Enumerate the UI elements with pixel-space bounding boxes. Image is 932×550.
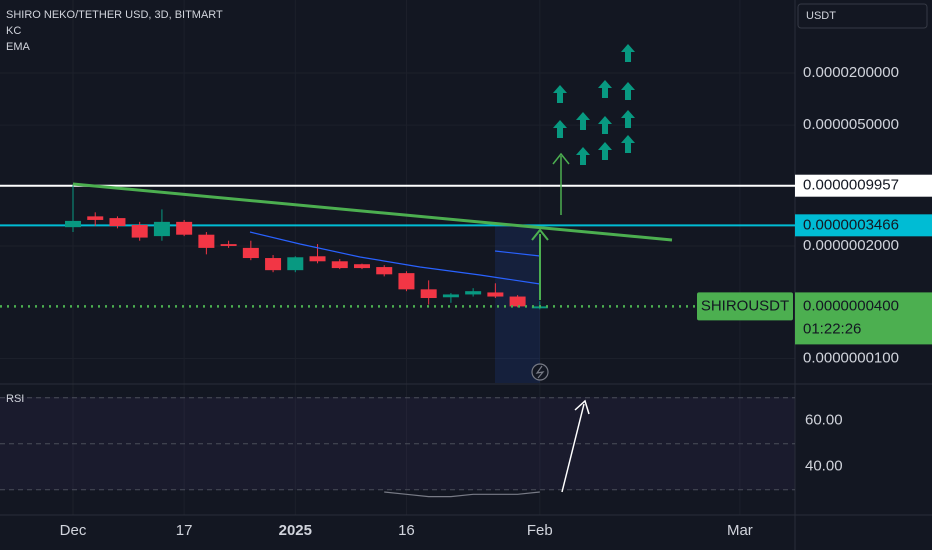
x-tick-label: Mar: [727, 522, 753, 539]
grid: [0, 0, 795, 515]
candle-body: [309, 256, 326, 262]
arrow-head: [574, 399, 590, 415]
candle-body: [287, 257, 304, 271]
event-icon: [531, 363, 549, 381]
last-price-box: [795, 292, 932, 345]
trend-line: [72, 182, 673, 242]
price-line-label: 0.0000003466: [803, 216, 899, 233]
candle-body: [109, 218, 126, 227]
rsi-label: RSI: [6, 393, 24, 405]
candle-body: [87, 216, 104, 220]
price-line-box: [795, 174, 932, 197]
y-tick-label: 0.0000200000: [803, 64, 899, 81]
candle-body: [398, 273, 415, 290]
rsi-tick-label: 40.00: [805, 458, 843, 475]
indicator-label: KC: [6, 25, 21, 37]
arrow-line: [561, 403, 585, 493]
y-tick-label: 0.0000002000: [803, 237, 899, 254]
candle-body: [420, 289, 437, 299]
candle-body: [153, 221, 170, 237]
candle-body: [65, 220, 81, 228]
labels: 0.0000200000 0.0000050000 0.0000002000 0.00…: [60, 64, 932, 539]
arrow-head: [552, 152, 570, 165]
y-tick-label: 0.0000000100: [803, 349, 899, 366]
x-tick-label: Dec: [60, 522, 87, 539]
candle-body: [198, 234, 215, 248]
y-tick-label: 0.0000050000: [803, 116, 899, 133]
candle-body: [509, 296, 526, 307]
currency-label[interactable]: USDT: [806, 10, 836, 22]
candle-body: [442, 294, 459, 298]
candle-body: [465, 291, 482, 295]
candle-body: [265, 258, 282, 271]
countdown-label: 01:22:26: [803, 320, 861, 337]
kc-line: [494, 250, 541, 257]
candle-body: [487, 292, 504, 297]
last-price-label: 0.0000000400: [803, 297, 899, 314]
candle-body: [376, 267, 393, 275]
x-tick-label: 2025: [279, 522, 312, 539]
symbol-box: [697, 292, 793, 321]
rsi-tick-label: 60.00: [805, 412, 843, 429]
symbol-label: SHIROUSDT: [701, 297, 789, 314]
marks: [0, 184, 795, 498]
x-tick-label: Feb: [527, 522, 553, 539]
ema-line: [249, 231, 541, 285]
candle-body: [242, 247, 259, 259]
arrow-head: [531, 228, 549, 241]
x-tick-label: 17: [176, 522, 193, 539]
currency-selector[interactable]: [797, 3, 928, 29]
chart-title: SHIRO NEKO/TETHER USD, 3D, BITMART: [6, 9, 223, 21]
rsi-line: [384, 491, 540, 498]
indicator-label: EMA: [6, 41, 31, 53]
candle-body: [353, 264, 370, 269]
candle-body: [131, 224, 148, 238]
price-line-label: 0.0000009957: [803, 177, 899, 194]
price-line-box: [795, 214, 932, 237]
candle-body: [331, 261, 348, 269]
x-tick-label: 16: [398, 522, 415, 539]
candle-body: [176, 221, 193, 235]
candle-body: [220, 244, 237, 246]
